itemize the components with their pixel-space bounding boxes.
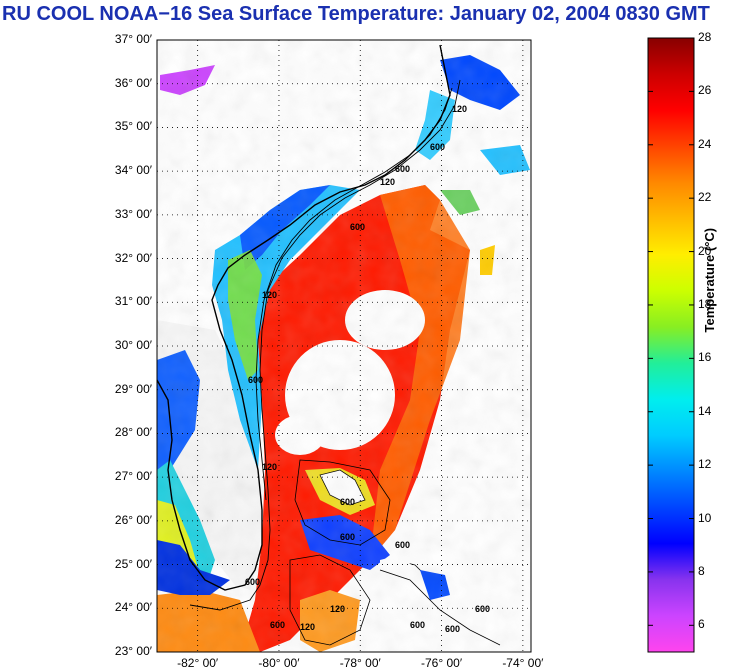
colorbar-tick-label: 18: [698, 296, 712, 311]
colorbar-tick-label: 28: [698, 30, 712, 44]
isobath-label: 600: [395, 540, 410, 550]
latitude-tick-label: 27° 00′: [114, 469, 152, 484]
colorbar-tick-label: 6: [698, 617, 705, 632]
isobath-label: 600: [245, 577, 260, 587]
map-grid: [157, 39, 531, 653]
coastline: [156, 44, 451, 591]
isobath-label: 600: [340, 497, 355, 507]
latitude-tick-label: 25° 00′: [114, 556, 152, 571]
latitude-tick-label: 24° 00′: [114, 600, 152, 615]
isobath-label: 600: [270, 620, 285, 630]
isobath-label: 600: [475, 604, 490, 614]
isobath-label: 600: [395, 164, 410, 174]
colorbar-ticks: [648, 37, 694, 626]
longitude-tick-label: -74° 00′: [502, 656, 544, 670]
latitude-tick-label: 30° 00′: [114, 338, 152, 352]
latitude-tick-label: 34° 00′: [114, 163, 152, 178]
isobath-contour: [294, 459, 391, 546]
latitude-tick-label: 23° 00′: [114, 644, 152, 658]
isobath-label: 120: [262, 462, 277, 472]
longitude-tick-label: -80° 00′: [258, 656, 300, 670]
colorbar-tick-label: 22: [698, 190, 712, 205]
colorbar: [647, 37, 695, 653]
longitude-tick-label: -82° 00′: [177, 656, 219, 670]
isobath-label: 600: [350, 222, 365, 232]
sst-image: [157, 40, 531, 652]
colorbar-tick-label: 14: [698, 403, 712, 418]
colorbar-tick-label: 26: [698, 83, 712, 98]
isobath-label: 120: [330, 604, 345, 614]
latitude-tick-label: 33° 00′: [114, 206, 152, 221]
isobath-label: 600: [445, 624, 460, 634]
isobath-label: 120: [380, 177, 395, 187]
isobath-contour: [189, 79, 461, 611]
colorbar-title: Temperature (°C): [702, 227, 717, 333]
colorbar-tick-label: 20: [698, 243, 712, 258]
isobath-contour: [379, 569, 501, 646]
latitude-tick-label: 29° 00′: [114, 381, 152, 396]
latitude-tick-label: 31° 00′: [114, 294, 152, 309]
sst-texture: [157, 40, 531, 652]
colorbar-tick-label: 24: [698, 136, 712, 151]
latitude-tick-label: 36° 00′: [114, 75, 152, 90]
colorbar-tick-label: 8: [698, 563, 705, 578]
isobath-labels: 1206001206001206006006006001206001206001…: [245, 104, 490, 634]
isobath-label: 120: [262, 290, 277, 300]
colorbar-tick-label: 12: [698, 457, 712, 472]
latitude-tick-label: 35° 00′: [114, 119, 152, 134]
isobath-contour: [255, 87, 453, 501]
isobath-label: 600: [248, 375, 263, 385]
map-title: RU COOL NOAA−16 Sea Surface Temperature:…: [2, 3, 710, 25]
latitude-tick-label: 37° 00′: [114, 32, 152, 46]
isobath-label: 600: [430, 142, 445, 152]
latitude-tick-label: 26° 00′: [114, 512, 152, 527]
colorbar-tick-label: 16: [698, 350, 712, 365]
map-frame: [156, 39, 532, 653]
longitude-tick-label: -78° 00′: [339, 656, 381, 670]
isobath-label: 600: [340, 532, 355, 542]
latitude-tick-label: 32° 00′: [114, 250, 152, 265]
isobath-label: 600: [410, 620, 425, 630]
colorbar-tick-label: 10: [698, 510, 712, 525]
isobath-label: 120: [300, 622, 315, 632]
isobath-label: 120: [452, 104, 467, 114]
latitude-tick-label: 28° 00′: [114, 425, 152, 440]
longitude-tick-label: -76° 00′: [421, 656, 463, 670]
